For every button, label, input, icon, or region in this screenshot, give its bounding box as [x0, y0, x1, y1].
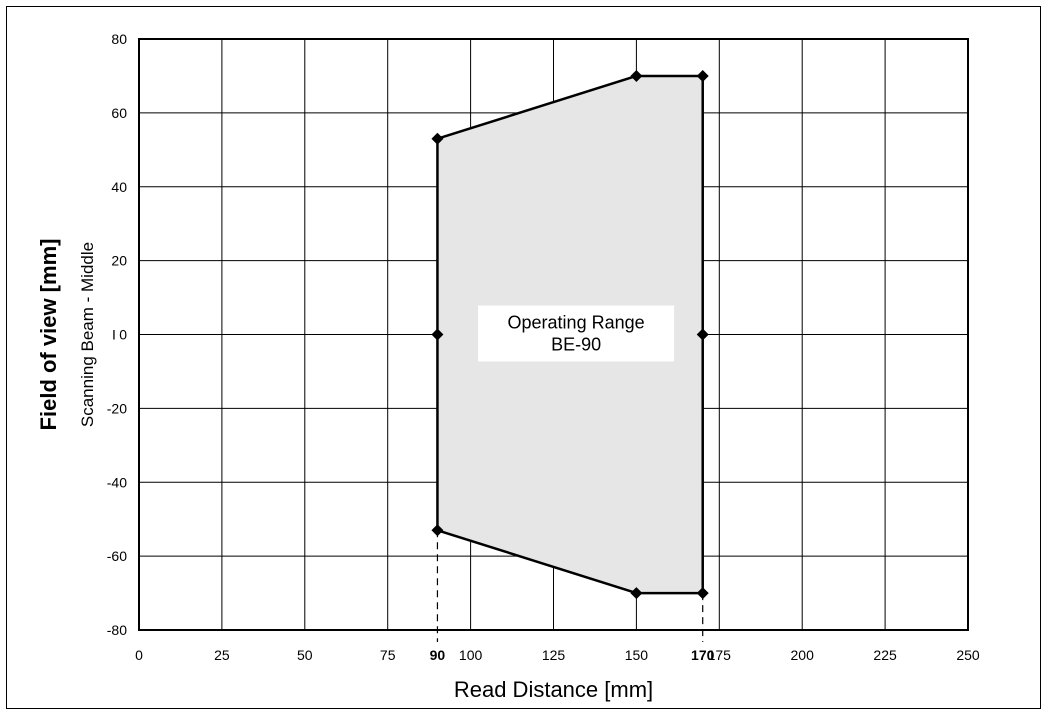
diamond-marker: [431, 524, 444, 537]
x-tick-label: 200: [791, 647, 815, 663]
diamond-marker: [696, 69, 709, 82]
x-tick-label: 175: [708, 647, 732, 663]
y-tick-label: -80: [107, 622, 127, 638]
region-label-line2: BE-90: [551, 335, 601, 355]
region-label-box: [478, 305, 675, 362]
x-tick-label: 50: [297, 647, 313, 663]
y-tick-label: -20: [107, 400, 127, 416]
y-tick-label: -60: [107, 548, 127, 564]
diamond-marker: [696, 328, 709, 341]
x-tick-label: 100: [459, 647, 483, 663]
diamond-marker: [431, 328, 444, 341]
x-tick-label-highlighted: 170: [691, 647, 715, 663]
diamond-marker: [630, 69, 643, 82]
x-tick-label: 25: [214, 647, 230, 663]
x-tick-labels: 0 25 50 75 100 125 150 175 200 225 250 90 170: [135, 647, 980, 663]
y-zero-marker-label: I: [112, 327, 116, 343]
y-axis-title: Field of view [mm]: [36, 239, 61, 431]
region-label-line1: Operating Range: [508, 313, 645, 333]
x-tick-label: 0: [135, 647, 143, 663]
x-tick-label-highlighted: 90: [430, 647, 446, 663]
x-tick-label: 150: [625, 647, 649, 663]
y-tick-label: 80: [111, 31, 127, 47]
plot-border: [138, 38, 969, 631]
data-markers: [431, 69, 709, 600]
x-tick-label: 125: [542, 647, 566, 663]
x-tick-label: 250: [956, 647, 980, 663]
y-tick-label: 40: [111, 179, 127, 195]
diamond-marker: [431, 132, 444, 145]
y-tick-label: 60: [111, 105, 127, 121]
x-tick-label: 75: [380, 647, 396, 663]
diamond-marker: [696, 587, 709, 600]
y-axis-subtitle: Scanning Beam - Middle: [78, 242, 97, 427]
x-axis-title: Read Distance [mm]: [454, 677, 653, 702]
diamond-marker: [630, 587, 643, 600]
x-tick-label: 225: [873, 647, 897, 663]
y-tick-labels: 80 60 40 20 0 -20 -40 -60 -80: [107, 31, 127, 638]
reference-lines: [436, 530, 704, 642]
chart-frame: [6, 6, 1041, 709]
y-tick-label: 20: [111, 253, 127, 269]
y-tick-label: -40: [107, 474, 127, 490]
y-tick-label: 0: [119, 327, 127, 343]
